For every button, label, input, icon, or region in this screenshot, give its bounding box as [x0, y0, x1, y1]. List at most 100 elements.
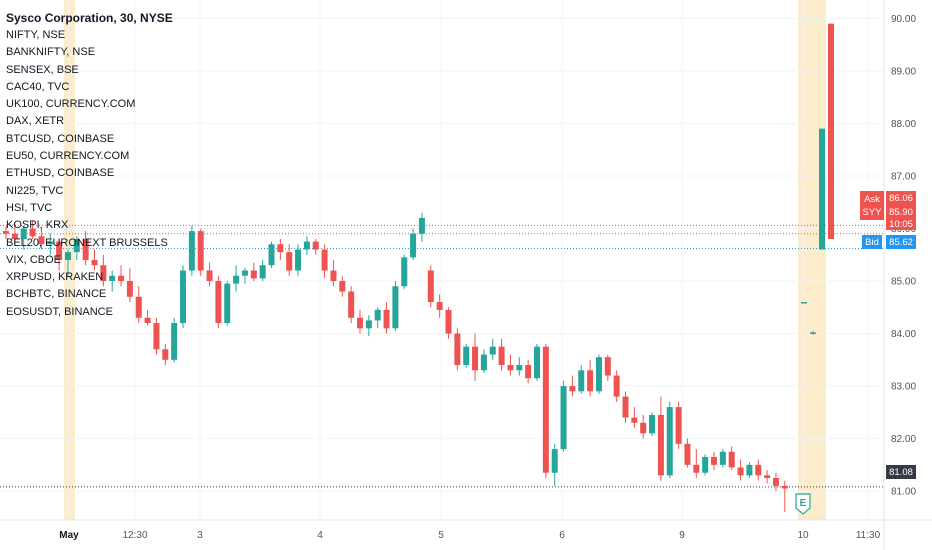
candle[interactable]	[746, 462, 753, 478]
candle[interactable]	[675, 401, 682, 450]
candle[interactable]	[38, 228, 45, 250]
candle[interactable]	[215, 275, 222, 329]
compare-symbol[interactable]: SENSEX, BSE	[6, 63, 79, 76]
candle[interactable]	[162, 344, 169, 366]
candle[interactable]	[711, 451, 717, 471]
candle[interactable]	[622, 391, 629, 423]
candle[interactable]	[197, 228, 204, 276]
candle[interactable]	[534, 344, 540, 381]
candle[interactable]	[613, 370, 620, 402]
candle[interactable]	[684, 438, 691, 468]
candle[interactable]	[595, 354, 602, 394]
candle[interactable]	[82, 231, 89, 266]
candle[interactable]	[410, 228, 417, 260]
candle[interactable]	[188, 225, 195, 276]
earnings-marker[interactable]: E	[795, 493, 811, 515]
candle[interactable]	[109, 270, 116, 292]
candle[interactable]	[401, 254, 408, 289]
candle[interactable]	[719, 449, 726, 468]
candle[interactable]	[153, 317, 160, 355]
candle[interactable]	[454, 328, 461, 371]
compare-symbol[interactable]: BEL20, EURONEXT BRUSSELS	[6, 236, 168, 249]
candle[interactable]	[445, 307, 452, 339]
compare-symbol[interactable]: NI225, TVC	[6, 184, 64, 197]
candle[interactable]	[135, 286, 142, 324]
candle[interactable]	[348, 286, 355, 324]
candle[interactable]	[73, 236, 80, 260]
candle[interactable]	[551, 443, 558, 486]
candle[interactable]	[569, 375, 576, 397]
candle[interactable]	[286, 244, 293, 276]
candle[interactable]	[657, 396, 664, 481]
candle[interactable]	[436, 294, 443, 318]
candle[interactable]	[507, 354, 514, 376]
candle[interactable]	[764, 470, 771, 484]
candle[interactable]	[418, 212, 425, 242]
candle[interactable]	[587, 359, 594, 397]
candle[interactable]	[357, 309, 363, 334]
candle[interactable]	[144, 309, 151, 326]
candle[interactable]	[640, 414, 647, 439]
candle[interactable]	[56, 238, 63, 271]
candle[interactable]	[560, 380, 567, 452]
candle[interactable]	[3, 225, 9, 239]
candle[interactable]	[100, 254, 107, 287]
candle[interactable]	[171, 317, 178, 363]
candle[interactable]	[47, 233, 54, 255]
candle[interactable]	[772, 472, 779, 492]
candle[interactable]	[29, 220, 36, 239]
candle[interactable]	[241, 267, 248, 284]
compare-symbol[interactable]: ETHUSD, COINBASE	[6, 167, 115, 180]
candle[interactable]	[303, 236, 310, 255]
candle[interactable]	[312, 238, 319, 255]
compare-symbol[interactable]: CAC40, TVC	[6, 80, 70, 93]
candle[interactable]	[20, 225, 27, 250]
candle[interactable]	[339, 275, 346, 297]
compare-symbol[interactable]: VIX, CBOE	[6, 253, 62, 266]
candle[interactable]	[374, 307, 381, 329]
candle[interactable]	[480, 349, 487, 373]
candle[interactable]	[801, 302, 807, 304]
candle[interactable]	[755, 459, 762, 481]
candle[interactable]	[277, 238, 284, 260]
candle[interactable]	[542, 344, 549, 478]
compare-symbol[interactable]: BTCUSD, COINBASE	[6, 132, 115, 145]
candle[interactable]	[295, 244, 302, 276]
candle[interactable]	[781, 480, 788, 513]
candle[interactable]	[819, 128, 825, 250]
candle[interactable]	[268, 241, 275, 268]
candle[interactable]	[365, 315, 372, 337]
candle[interactable]	[525, 359, 532, 384]
candle[interactable]	[702, 454, 709, 476]
candle[interactable]	[649, 412, 656, 436]
candle[interactable]	[828, 23, 834, 239]
candle[interactable]	[737, 459, 744, 481]
chart-title[interactable]: Sysco Corporation, 30, NYSE	[6, 11, 173, 25]
compare-symbol[interactable]: EOSUSDT, BINANCE	[6, 305, 113, 318]
candle[interactable]	[516, 357, 523, 376]
candle[interactable]	[180, 265, 186, 329]
candle[interactable]	[489, 338, 496, 360]
candle[interactable]	[321, 244, 328, 279]
candle[interactable]	[427, 265, 434, 308]
compare-symbol[interactable]: KOSPI, KRX	[6, 219, 69, 232]
candle[interactable]	[118, 265, 125, 287]
candle[interactable]	[259, 260, 266, 282]
candle[interactable]	[631, 407, 638, 429]
candle[interactable]	[472, 333, 479, 381]
candle[interactable]	[666, 401, 673, 478]
candle[interactable]	[693, 449, 700, 478]
candle[interactable]	[250, 262, 257, 282]
compare-symbol[interactable]: UK100, CURRENCY.COM	[6, 98, 136, 111]
candle[interactable]	[206, 262, 213, 287]
candle[interactable]	[728, 446, 735, 471]
candle[interactable]	[463, 344, 470, 368]
candles[interactable]	[3, 23, 834, 513]
candle[interactable]	[91, 249, 98, 271]
compare-symbol[interactable]: BANKNIFTY, NSE	[6, 46, 96, 59]
compare-symbol[interactable]: EU50, CURRENCY.COM	[6, 150, 130, 163]
candle[interactable]	[224, 281, 231, 326]
compare-symbol[interactable]: BCHBTC, BINANCE	[6, 288, 107, 301]
candle[interactable]	[810, 330, 816, 335]
